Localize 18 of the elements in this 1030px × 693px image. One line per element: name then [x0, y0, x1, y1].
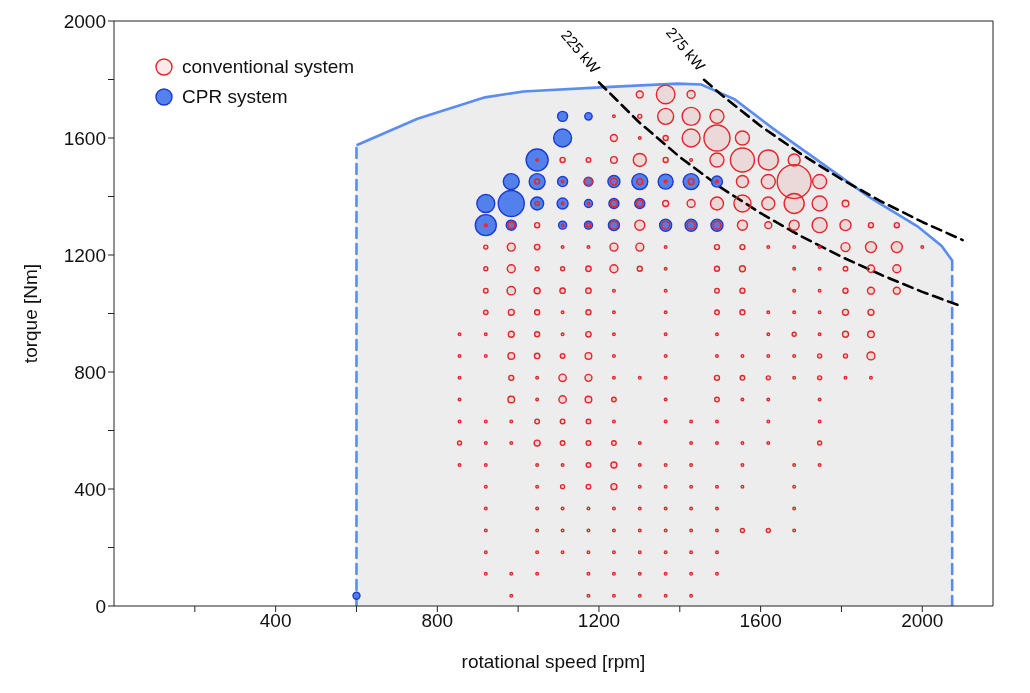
y-tick-label: 2000	[63, 10, 106, 32]
text: 275 kW	[663, 23, 710, 75]
y-axis-title: torque [Nm]	[19, 263, 41, 364]
legend-label: CPR system	[182, 85, 288, 109]
y-tick-label: 400	[74, 478, 106, 500]
text: 225 kW	[557, 26, 605, 77]
x-axis-title: rotational speed [rpm]	[461, 651, 646, 672]
y-tick-label: 800	[74, 361, 106, 383]
y-tick-label: 1600	[63, 127, 106, 149]
x-tick-label: 800	[421, 610, 454, 632]
x-tick-label: 1200	[577, 610, 621, 632]
y-tick-label: 1200	[63, 244, 106, 266]
x-tick-label: 400	[259, 610, 292, 632]
line-series	[702, 78, 964, 242]
legend-label: conventional system	[182, 55, 355, 79]
x-tick-label: 2000	[901, 610, 944, 632]
y-tick-label: 0	[95, 595, 106, 617]
x-tick-label: 1600	[739, 610, 782, 632]
